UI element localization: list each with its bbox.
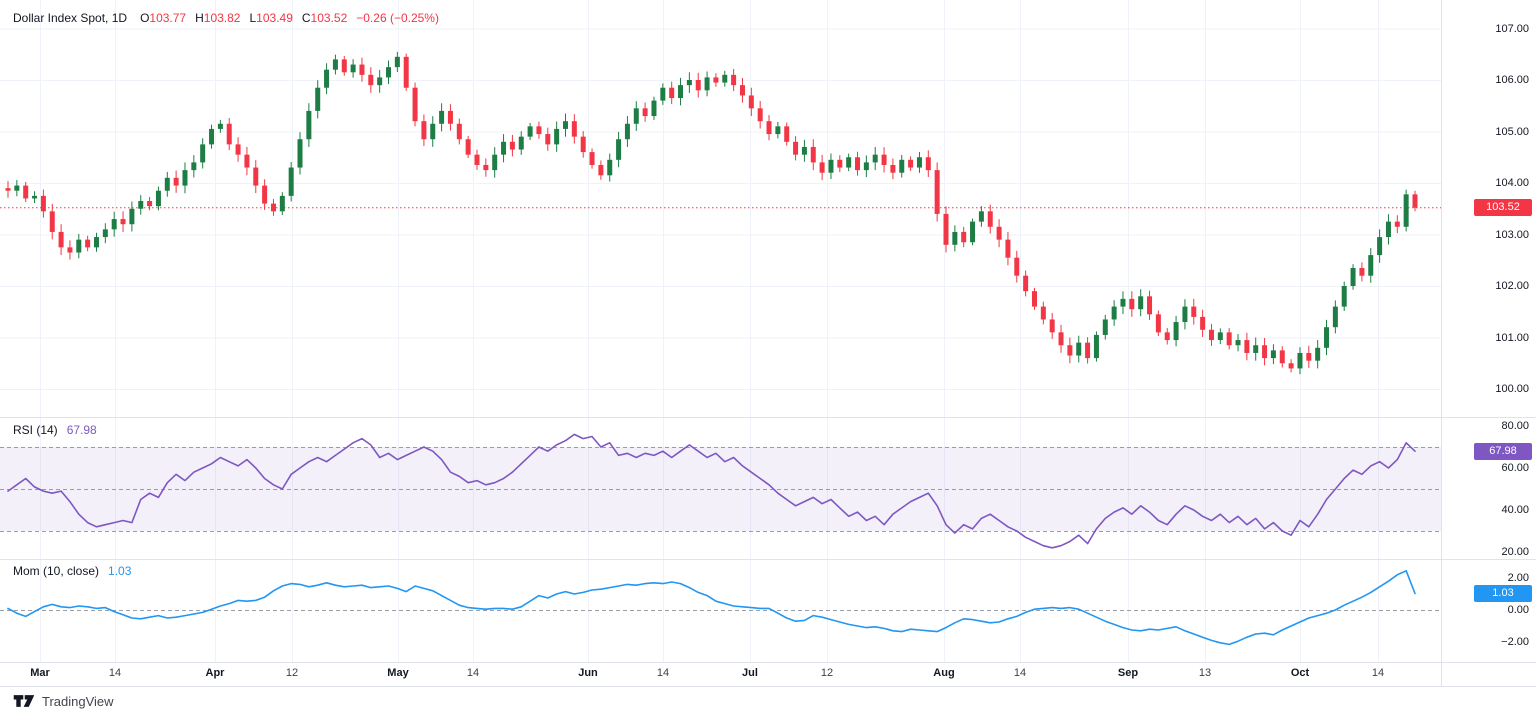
ohlc-high: H 103.82 xyxy=(195,11,241,25)
time-tick-sep: Sep xyxy=(1117,667,1139,679)
price-tick-label: 100.00 xyxy=(1495,383,1529,395)
rsi-tick-label: 60.00 xyxy=(1501,462,1529,474)
price-tick-label: 103.00 xyxy=(1495,228,1529,241)
time-tick-14: 14 xyxy=(1013,667,1027,679)
mom-tick-label: 2.00 xyxy=(1507,572,1529,584)
time-tick-14: 14 xyxy=(108,667,122,679)
mom-legend[interactable]: Mom (10, close) 1.03 xyxy=(13,564,131,578)
price-tick-label: 101.00 xyxy=(1495,331,1529,344)
footer-bar: TradingView xyxy=(0,686,1536,716)
time-tick-14: 14 xyxy=(466,667,480,679)
rsi-tick-label: 40.00 xyxy=(1501,504,1529,516)
ohlc-close: C 103.52 xyxy=(301,11,348,25)
mom-label: Mom (10, close) xyxy=(13,564,100,578)
rsi-value-badge: 67.98 xyxy=(1474,442,1532,460)
mom-value-badge: 1.03 xyxy=(1474,585,1532,603)
time-tick-oct: Oct xyxy=(1290,667,1310,679)
rsi-tick-label: 20.00 xyxy=(1501,546,1529,558)
time-tick-13: 13 xyxy=(1198,667,1212,679)
ohlc-low: L 103.49 xyxy=(249,11,293,25)
price-tick-label: 102.00 xyxy=(1495,280,1529,292)
time-tick-jun: Jun xyxy=(578,667,598,679)
time-tick-12: 12 xyxy=(285,667,299,679)
rsi-value: 67.98 xyxy=(66,423,97,437)
time-axis[interactable]: Mar 14 Apr 12 May 14 Jun 14 Jul 12 Aug 14 Sep 13 Oct 14 xyxy=(0,662,1441,686)
mom-tick-label: −2.00 xyxy=(1501,636,1529,648)
time-tick-12: 12 xyxy=(820,667,834,679)
price-tick-label: 106.00 xyxy=(1495,74,1529,86)
time-tick-aug: Aug xyxy=(933,667,955,679)
time-tick-14: 14 xyxy=(656,667,670,679)
price-scale[interactable]: 103.52 67.98 1.03 107.00 106.00 105.00 104.… xyxy=(1441,0,1536,686)
rsi-tick-label: 80.00 xyxy=(1501,420,1529,432)
rsi-label: RSI (14) xyxy=(13,423,58,437)
time-tick-jul: Jul xyxy=(742,667,758,679)
rsi-legend[interactable]: RSI (14) 67.98 xyxy=(13,423,97,437)
mom-value: 1.03 xyxy=(108,564,132,578)
tradingview-logo-icon[interactable] xyxy=(13,693,35,709)
time-tick-apr: Apr xyxy=(205,667,225,679)
change-value: −0.26 (−0.25%) xyxy=(356,11,439,25)
price-tick-label: 107.00 xyxy=(1495,22,1529,35)
last-price-badge: 103.52 xyxy=(1474,199,1532,217)
price-tick-label: 104.00 xyxy=(1495,177,1529,189)
price-tick-label: 105.00 xyxy=(1495,125,1529,138)
time-tick-may: May xyxy=(387,667,409,679)
mom-tick-label: 0.00 xyxy=(1507,604,1529,616)
time-tick-mar: Mar xyxy=(30,667,50,679)
symbol-title: Dollar Index Spot, 1D xyxy=(13,11,128,25)
ohlc-open: O 103.77 xyxy=(140,11,187,25)
time-tick-14: 14 xyxy=(1371,667,1385,679)
brand-name[interactable]: TradingView xyxy=(42,693,114,709)
